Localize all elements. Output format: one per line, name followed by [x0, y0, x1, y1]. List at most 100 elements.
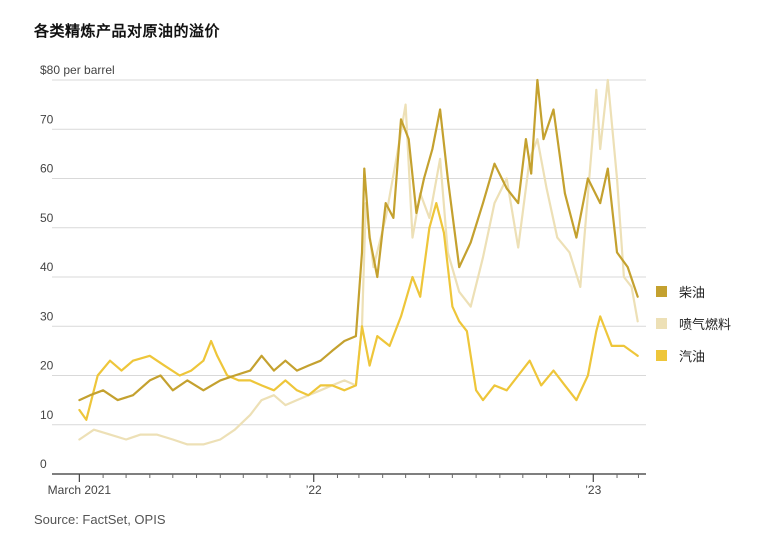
- data-point-jet-27: [411, 236, 414, 239]
- data-point-diesel-20: [343, 340, 346, 342]
- data-point-diesel-1: [89, 394, 91, 397]
- data-point-gasoline-3: [109, 359, 111, 362]
- data-point-diesel-34: [446, 177, 449, 180]
- data-point-gasoline-50: [599, 315, 602, 318]
- data-point-gasoline-14: [237, 379, 240, 382]
- data-point-gasoline-38: [475, 389, 477, 392]
- data-point-jet-8: [202, 443, 205, 446]
- data-point-diesel-50: [606, 167, 609, 170]
- data-point-diesel-49: [599, 202, 602, 205]
- data-point-jet-51: [636, 320, 639, 323]
- data-point-gasoline-7: [163, 364, 166, 367]
- data-point-jet-48: [616, 177, 618, 180]
- data-point-jet-47: [606, 79, 609, 81]
- data-point-gasoline-27: [376, 335, 379, 337]
- data-point-diesel-36: [469, 241, 472, 244]
- legend-item-jet-fuel: 喷气燃料: [656, 315, 731, 333]
- data-point-gasoline-24: [355, 384, 357, 387]
- data-point-diesel-45: [552, 108, 555, 111]
- data-point-gasoline-17: [273, 389, 275, 392]
- data-point-jet-39: [536, 138, 539, 141]
- data-point-gasoline-37: [466, 330, 468, 333]
- data-point-gasoline-36: [458, 320, 461, 323]
- data-point-diesel-26: [384, 202, 387, 205]
- data-point-diesel-24: [368, 236, 371, 239]
- y-tick-label-60: 60: [40, 162, 54, 176]
- legend-swatch-diesel: [656, 285, 667, 297]
- data-point-diesel-30: [415, 212, 418, 214]
- data-point-jet-9: [219, 438, 222, 441]
- data-point-gasoline-18: [284, 379, 287, 382]
- x-tick-label-2: ’23: [585, 483, 601, 497]
- legend-item-gasoline: 汽油: [656, 347, 731, 365]
- data-point-gasoline-34: [443, 231, 445, 234]
- data-point-diesel-3: [116, 399, 119, 401]
- data-point-gasoline-23: [343, 389, 346, 392]
- data-point-diesel-37: [482, 202, 484, 205]
- data-point-diesel-23: [363, 167, 366, 170]
- data-point-gasoline-0: [78, 409, 81, 411]
- data-point-diesel-11: [233, 374, 236, 377]
- data-point-diesel-13: [260, 354, 263, 357]
- data-point-diesel-29: [407, 138, 410, 141]
- data-point-jet-35: [493, 202, 496, 205]
- data-point-diesel-5: [148, 379, 151, 382]
- data-point-diesel-2: [102, 389, 104, 392]
- data-point-gasoline-6: [148, 354, 151, 357]
- data-point-jet-34: [482, 256, 484, 259]
- legend-swatch-gasoline: [656, 349, 667, 361]
- data-point-gasoline-28: [388, 345, 391, 347]
- data-point-jet-50: [630, 286, 633, 288]
- data-point-diesel-41: [525, 138, 527, 141]
- x-tick-label-0: March 2021: [48, 483, 112, 497]
- data-point-diesel-48: [587, 177, 589, 180]
- data-point-diesel-18: [319, 359, 322, 362]
- series-line-diesel: [78, 78, 639, 402]
- data-point-jet-46: [599, 148, 602, 150]
- y-tick-label-40: 40: [40, 260, 54, 274]
- data-point-gasoline-4: [120, 369, 123, 372]
- chart-title: 各类精炼产品对原油的溢价: [34, 22, 221, 40]
- data-point-diesel-31: [423, 177, 425, 180]
- data-point-gasoline-19: [296, 389, 298, 392]
- data-point-diesel-39: [505, 187, 508, 190]
- data-point-jet-29: [428, 217, 431, 219]
- data-point-diesel-40: [517, 202, 520, 205]
- data-point-gasoline-2: [96, 374, 99, 377]
- data-point-gasoline-11: [210, 340, 213, 342]
- data-point-jet-43: [579, 286, 582, 288]
- data-point-gasoline-45: [552, 369, 555, 372]
- data-point-diesel-35: [458, 266, 461, 268]
- data-point-gasoline-15: [249, 379, 252, 382]
- data-point-diesel-46: [564, 192, 566, 195]
- data-point-gasoline-52: [623, 345, 625, 347]
- data-point-jet-30: [439, 157, 441, 160]
- data-point-jet-49: [623, 276, 625, 278]
- data-point-jet-11: [249, 414, 252, 416]
- x-tick-label-1: ’22: [306, 483, 322, 497]
- data-point-gasoline-32: [428, 226, 431, 229]
- data-point-diesel-10: [219, 379, 222, 382]
- data-point-diesel-52: [626, 266, 629, 268]
- data-point-diesel-28: [400, 118, 402, 121]
- data-point-diesel-15: [284, 359, 287, 362]
- data-point-jet-36: [505, 177, 508, 180]
- data-point-gasoline-53: [636, 354, 639, 357]
- data-point-jet-5: [155, 433, 158, 436]
- data-point-gasoline-47: [575, 399, 578, 401]
- data-point-diesel-6: [159, 374, 162, 377]
- data-point-gasoline-30: [411, 276, 414, 278]
- data-point-jet-40: [545, 187, 548, 190]
- data-point-gasoline-39: [482, 399, 484, 401]
- data-point-jet-2: [109, 433, 111, 436]
- data-point-diesel-22: [361, 251, 363, 254]
- data-point-diesel-42: [530, 172, 533, 175]
- data-point-jet-13: [273, 394, 275, 397]
- data-point-jet-42: [568, 251, 571, 254]
- data-point-jet-44: [592, 128, 595, 131]
- data-point-gasoline-46: [564, 384, 566, 387]
- y-tick-label-30: 30: [40, 309, 54, 323]
- data-point-gasoline-16: [260, 384, 263, 387]
- data-point-diesel-16: [296, 369, 298, 372]
